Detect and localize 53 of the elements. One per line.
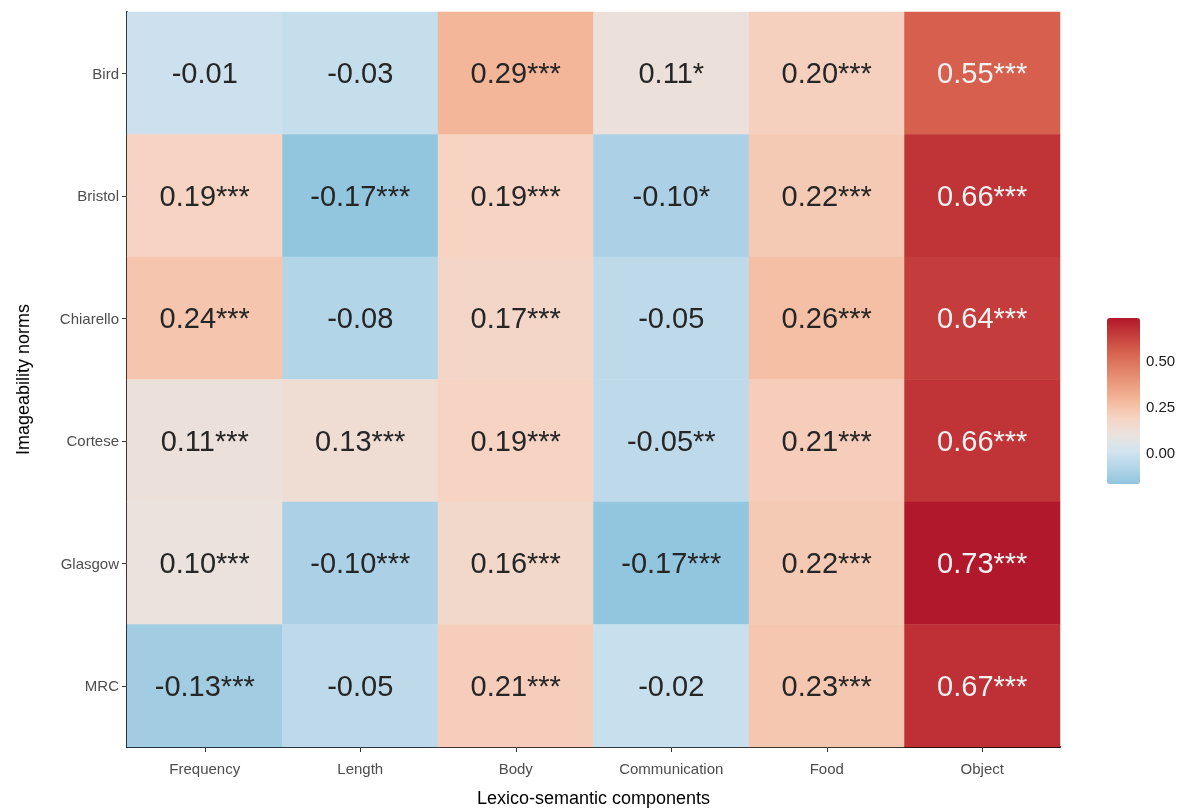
data-label: -0.02 <box>638 669 705 702</box>
data-label: 0.11* <box>638 57 705 90</box>
y-tick-label: MRC <box>84 677 120 695</box>
data-label: 0.22*** <box>781 547 872 580</box>
data-label: -0.05** <box>626 424 716 457</box>
data-label: 0.10*** <box>159 547 250 580</box>
data-label: -0.10*** <box>310 547 411 580</box>
x-tick-label: Food <box>809 760 844 777</box>
data-label: -0.05 <box>638 302 705 335</box>
x-tick-label: Frequency <box>169 760 241 777</box>
data-label: -0.13*** <box>154 669 255 702</box>
data-label: 0.64*** <box>937 302 1028 335</box>
data-label: 0.23*** <box>781 669 872 702</box>
data-label: -0.01 <box>171 57 238 90</box>
data-label: 0.11*** <box>160 424 249 457</box>
data-label: 0.19*** <box>470 179 561 212</box>
color-bar-label: 0.25 <box>1146 398 1176 416</box>
data-label: -0.05 <box>327 669 394 702</box>
y-tick-label: Chiarello <box>59 309 119 327</box>
data-label: 0.19*** <box>159 179 250 212</box>
data-label: 0.55*** <box>937 57 1028 90</box>
data-label: 0.73*** <box>937 547 1028 580</box>
data-label: 0.16*** <box>470 547 561 580</box>
y-tick-label: Glasgow <box>60 554 120 572</box>
data-label: -0.03 <box>327 57 394 90</box>
data-label: 0.24*** <box>159 302 250 335</box>
data-label: -0.17*** <box>621 547 722 580</box>
data-label: 0.66*** <box>937 179 1028 212</box>
data-label: 0.66*** <box>937 424 1028 457</box>
y-tick-label: Cortese <box>66 432 119 450</box>
data-label: 0.22*** <box>781 179 872 212</box>
y-tick-label: Bristol <box>77 187 119 205</box>
x-tick-label: Body <box>498 760 534 777</box>
x-tick-label: Communication <box>619 760 724 777</box>
color-bar-label: 0.50 <box>1146 351 1176 369</box>
data-label: 0.26*** <box>781 302 872 335</box>
data-label: 0.17*** <box>470 302 561 335</box>
x-axis-title: Lexico-semantic components <box>476 788 711 808</box>
y-tick-label: Bird <box>92 64 119 82</box>
data-label: 0.20*** <box>781 57 872 90</box>
data-label: -0.08 <box>327 302 394 335</box>
data-label: 0.21*** <box>470 669 561 702</box>
y-axis-title: Imageability norms <box>13 303 33 456</box>
data-label: -0.10* <box>632 179 710 212</box>
color-bar-label: 0.00 <box>1146 444 1176 462</box>
data-label: 0.29*** <box>470 57 561 90</box>
data-label: 0.13*** <box>315 424 406 457</box>
data-label: -0.17*** <box>310 179 411 212</box>
data-label: 0.19*** <box>470 424 561 457</box>
x-tick-label: Object <box>960 760 1005 777</box>
x-tick-label: Length <box>337 760 384 777</box>
data-label: 0.67*** <box>937 669 1028 702</box>
data-label: 0.21*** <box>781 424 872 457</box>
